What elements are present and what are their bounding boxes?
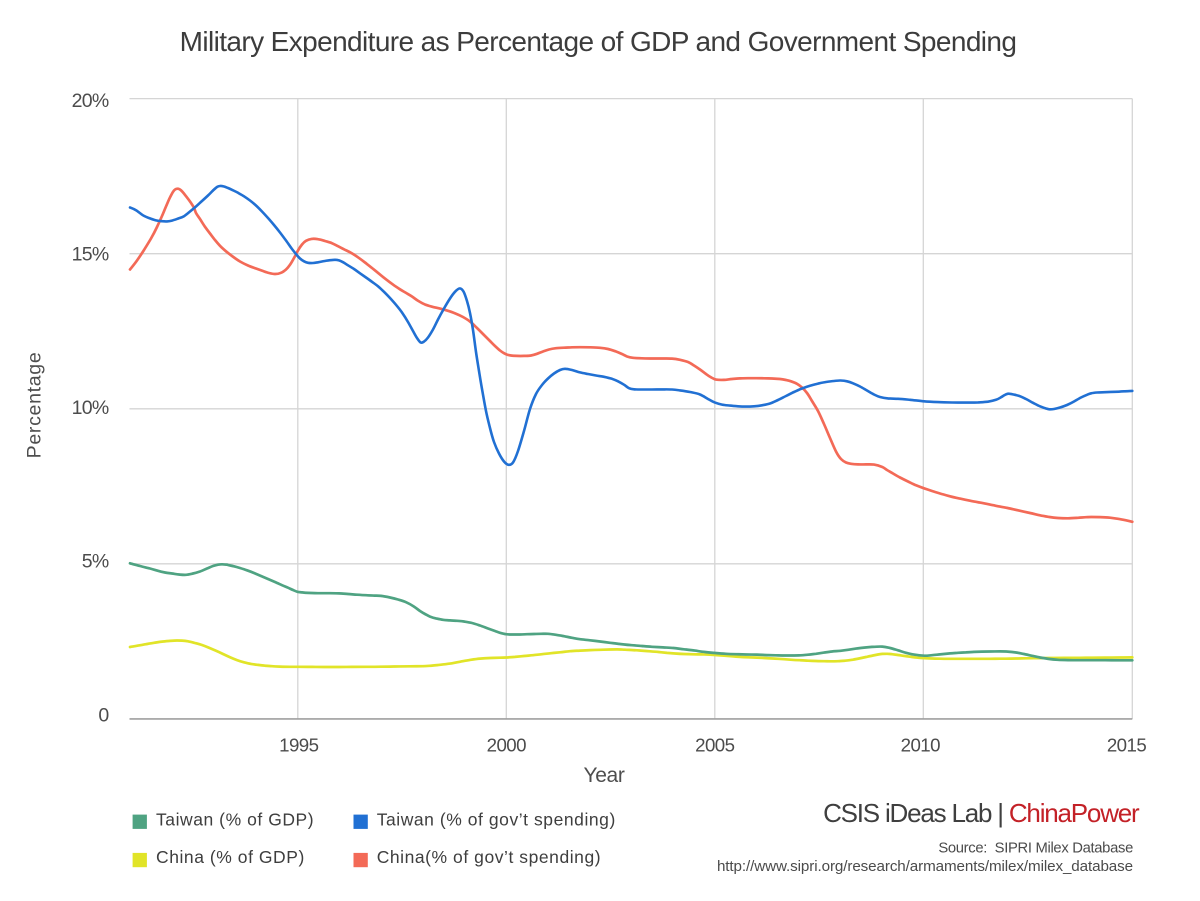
- svg-text:10%: 10%: [72, 397, 109, 419]
- svg-text:Taiwan (% of gov’t spending): Taiwan (% of gov’t spending): [377, 809, 616, 829]
- svg-text:Percentage: Percentage: [24, 352, 46, 459]
- svg-text:Year: Year: [583, 764, 624, 787]
- svg-text:Taiwan (% of GDP): Taiwan (% of GDP): [156, 809, 314, 829]
- svg-text:15%: 15%: [72, 244, 109, 266]
- svg-text:China (% of GDP): China (% of GDP): [156, 847, 305, 867]
- svg-text:Military Expenditure as Percen: Military Expenditure as Percentage of GD…: [180, 26, 1017, 57]
- svg-text:1995: 1995: [279, 735, 319, 756]
- svg-text:China(% of gov’t spending): China(% of gov’t spending): [377, 847, 601, 867]
- svg-text:http://www.sipri.org/research/: http://www.sipri.org/research/armaments/…: [717, 858, 1133, 875]
- svg-text:2015: 2015: [1107, 735, 1147, 756]
- svg-text:0: 0: [98, 704, 109, 726]
- svg-text:Source: SIPRI Milex Database: Source: SIPRI Milex Database: [938, 840, 1133, 856]
- svg-text:2010: 2010: [901, 735, 941, 756]
- svg-text:2000: 2000: [487, 735, 527, 756]
- svg-text:5%: 5%: [82, 551, 109, 573]
- svg-text:2005: 2005: [695, 735, 735, 756]
- svg-text:CSIS iDeas Lab | ChinaPower: CSIS iDeas Lab | ChinaPower: [823, 798, 1140, 828]
- svg-text:20%: 20%: [72, 90, 109, 112]
